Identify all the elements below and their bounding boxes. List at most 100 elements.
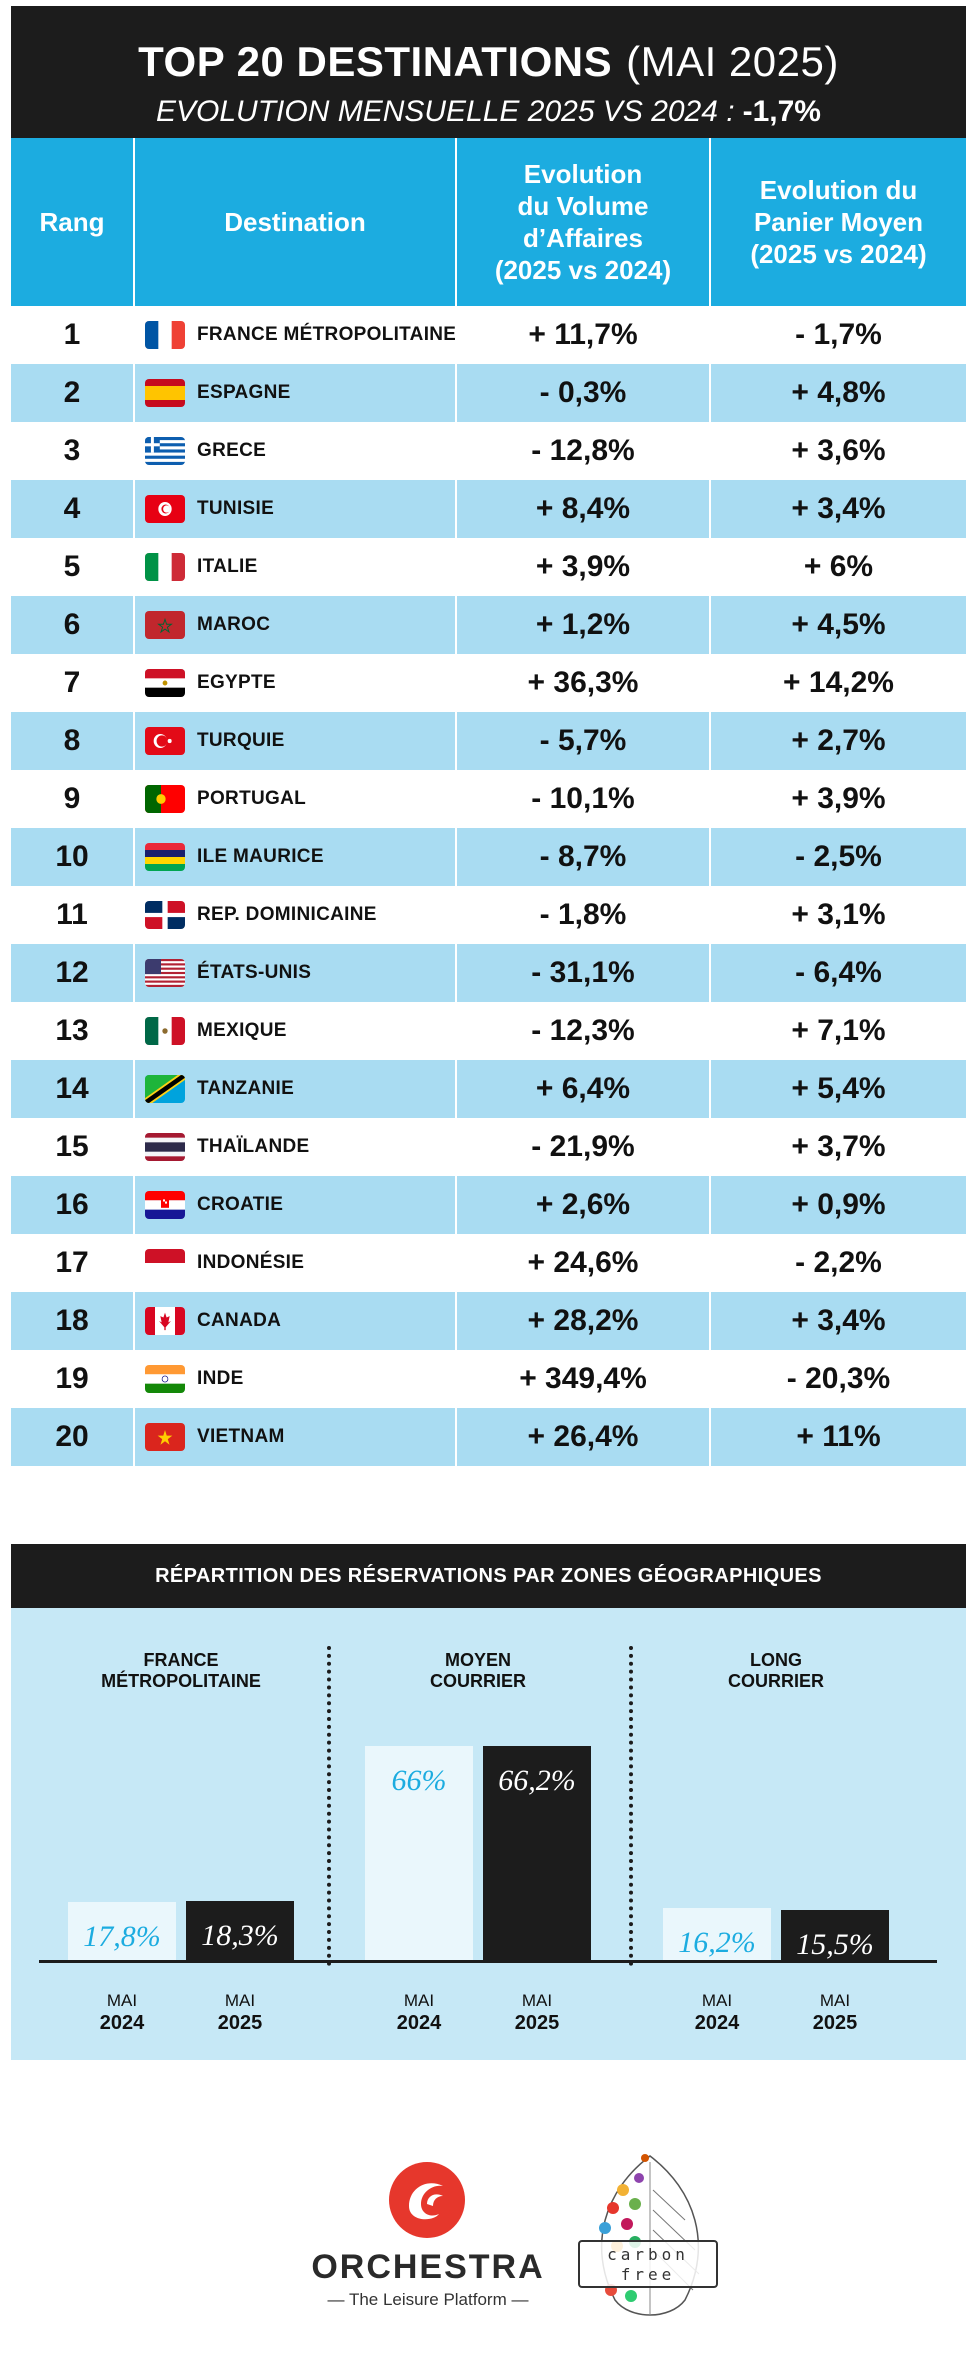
column-divider [709,538,711,596]
volume-evolution-cell: - 21,9% [531,1130,635,1163]
x-axis-tick-label: MAI 2025 [780,1991,890,2035]
destination-cell: INDE [197,1368,244,1389]
column-divider [133,770,135,828]
column-divider [709,480,711,538]
column-divider [455,944,457,1002]
rank-cell: 2 [63,376,81,409]
tick-year: 2024 [396,2012,442,2034]
destination-cell: TANZANIE [197,1078,295,1099]
rank-cell: 14 [55,1072,89,1105]
x-axis-tick-label: MAI 2025 [185,1991,295,2035]
volume-evolution-cell: + 36,3% [527,666,639,699]
rank-cell: 6 [63,608,81,641]
column-divider [455,1118,457,1176]
table-header: Rang Destination Evolution du Volume d’A… [11,138,966,306]
column-divider [709,654,711,712]
subtitle-value: -1,7% [742,95,821,128]
column-divider [133,1002,135,1060]
volume-evolution-cell: + 8,4% [535,492,631,525]
x-axis-tick-label: MAI 2024 [662,1991,772,2035]
rank-cell: 13 [55,1014,89,1047]
table-row: 7 EGYPTE + 36,3% + 14,2% [11,654,966,712]
volume-evolution-cell: - 12,3% [531,1014,635,1047]
tick-year: 2025 [812,2012,858,2034]
chart-baseline [39,1960,937,1963]
panier-evolution-cell: + 11% [796,1420,881,1453]
column-divider [133,712,135,770]
column-divider [133,886,135,944]
panier-evolution-cell: - 1,7% [795,318,882,351]
bar-2024: 16,2% [663,1907,771,1960]
destination-cell: FRANCE MÉTROPOLITAINE [197,324,457,345]
volume-evolution-cell: - 12,8% [531,434,635,467]
x-axis-tick-label: MAI 2025 [482,1991,592,2035]
subtitle-text: EVOLUTION MENSUELLE 2025 VS 2024 : [156,95,735,128]
orchestra-tagline: — The Leisure Platform — [327,2290,529,2309]
column-divider [133,654,135,712]
india-flag-icon [145,1365,185,1393]
rank-cell: 11 [56,898,88,931]
column-header-destination: Destination [224,207,366,237]
column-divider [133,596,135,654]
rank-cell: 3 [63,434,81,467]
volume-evolution-cell: + 11,7% [528,318,638,351]
column-divider [133,422,135,480]
destination-cell: ITALIE [197,556,258,577]
carbon-free-leaf-icon [599,2154,700,2316]
destination-cell: REP. DOMINICAINE [197,904,377,925]
page-header: TOP 20 DESTINATIONS (MAI 2025) EVOLUTION … [11,6,966,138]
volume-evolution-cell: - 5,7% [539,724,627,757]
column-divider [133,138,135,306]
column-divider [709,1292,711,1350]
destination-cell: MEXIQUE [197,1020,287,1041]
rank-cell: 12 [55,956,89,989]
morocco-flag-icon [145,611,185,639]
column-divider [709,138,711,306]
panier-evolution-cell: + 3,1% [791,898,886,931]
panier-evolution-cell: + 4,8% [791,376,886,409]
column-divider [455,1002,457,1060]
rank-cell: 8 [63,724,81,757]
volume-evolution-cell: + 6,4% [535,1072,631,1105]
column-divider [455,712,457,770]
table-row: 4 TUNISIE + 8,4% + 3,4% [11,480,966,538]
tick-month: MAI [403,1991,435,2010]
panier-evolution-cell: + 6% [803,550,874,583]
panier-evolution-cell: + 2,7% [791,724,886,757]
column-divider [709,306,711,364]
tick-year: 2025 [217,2012,263,2034]
volume-evolution-cell: + 1,2% [535,608,631,641]
panier-evolution-cell: - 2,5% [795,840,882,873]
x-axis-tick-label: MAI 2024 [67,1991,177,2035]
rank-cell: 19 [55,1362,89,1395]
zone-divider [629,1646,633,1966]
dominican-republic-flag-icon [145,901,185,929]
tunisia-flag-icon [145,495,185,523]
panier-evolution-cell: + 3,6% [791,434,886,467]
bar-data-label: 18,3% [201,1918,279,1952]
table-row: 10 ILE MAURICE - 8,7% - 2,5% [11,828,966,886]
title-main: TOP 20 DESTINATIONS [138,38,613,85]
volume-evolution-cell: - 0,3% [539,376,627,409]
destination-cell: INDONÉSIE [197,1252,305,1273]
orchestra-logo-icon [389,2162,465,2238]
panier-evolution-cell: + 3,4% [791,1304,886,1337]
rank-cell: 18 [55,1304,89,1337]
tick-month: MAI [701,1991,733,2010]
zone-label: FRANCE MÉTROPOLITAINE [101,1650,261,1691]
greece-flag-icon [145,437,185,465]
volume-evolution-cell: + 2,6% [535,1188,631,1221]
column-divider [133,306,135,364]
table-row: 11 REP. DOMINICAINE - 1,8% + 3,1% [11,886,966,944]
column-divider [709,364,711,422]
column-divider [133,1292,135,1350]
rank-cell: 5 [63,550,81,583]
panier-evolution-cell: - 2,2% [795,1246,882,1279]
zones-chart: FRANCE MÉTROPOLITAINE 17,8% MAI 2024 18,3% MA… [11,1608,966,2060]
table-row: 3 GRECE - 12,8% + 3,6% [11,422,966,480]
table-row: 9 PORTUGAL - 10,1% + 3,9% [11,770,966,828]
column-divider [455,138,457,306]
bar-data-label: 15,5% [796,1927,874,1961]
bar-2024: 17,8% [68,1902,176,1960]
destination-cell: ÉTATS-UNIS [197,962,312,983]
